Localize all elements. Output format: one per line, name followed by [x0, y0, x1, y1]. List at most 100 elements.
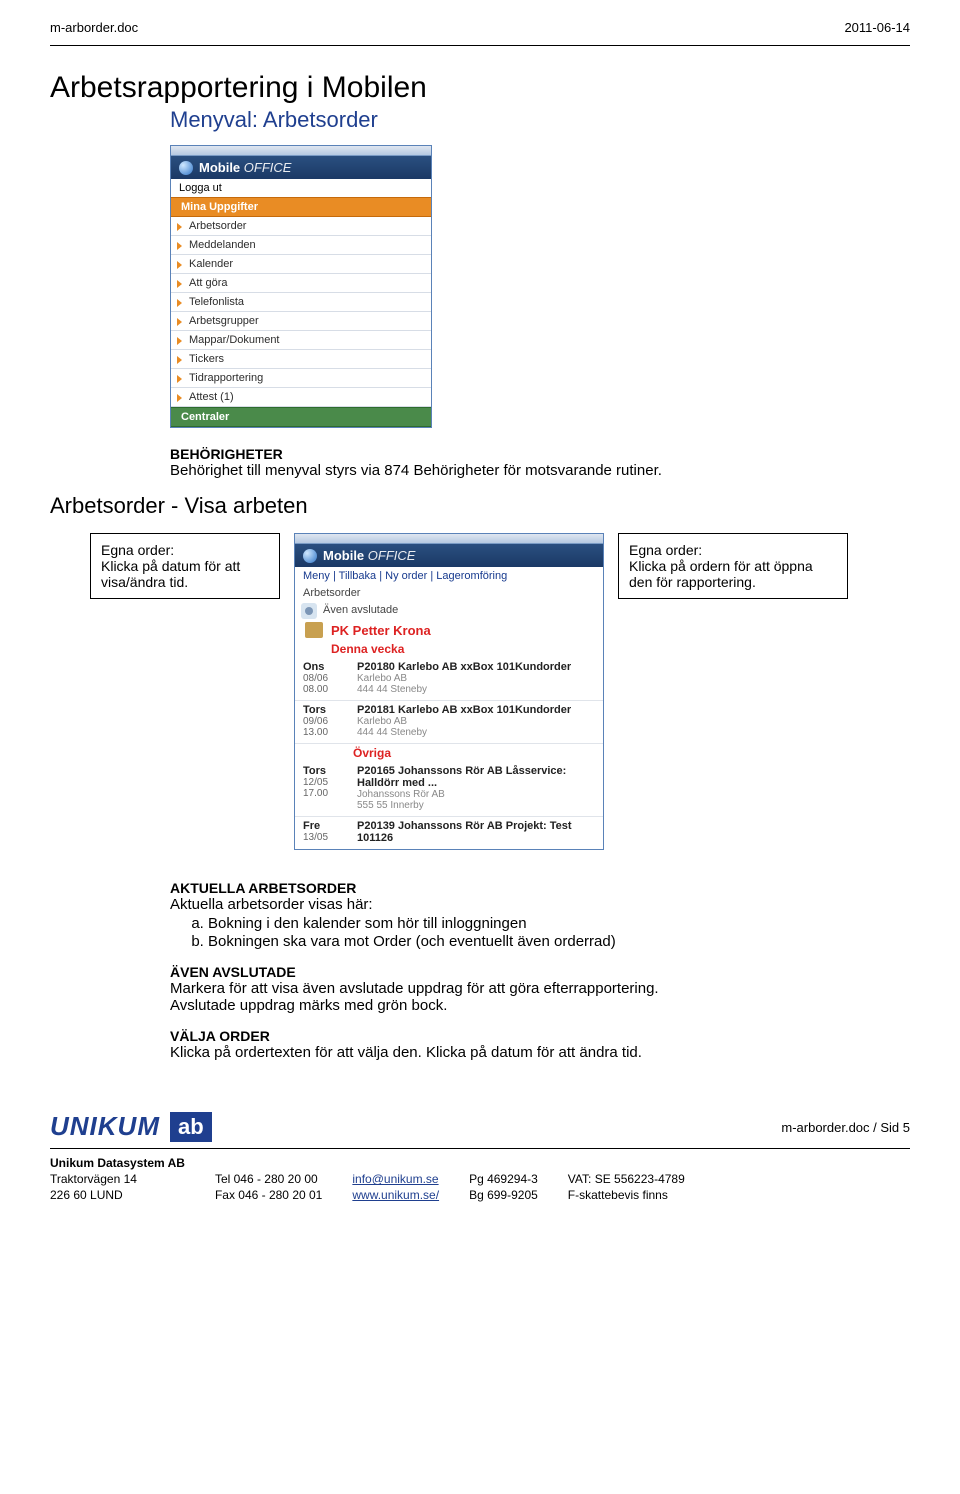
menu-item-mappar[interactable]: Mappar/Dokument	[171, 331, 431, 350]
day: Fre	[303, 820, 320, 832]
logout-link[interactable]: Logga ut	[171, 179, 431, 197]
vat: VAT: SE 556223-4789	[568, 1172, 685, 1186]
date: 08/06	[303, 673, 347, 684]
menu-item-telefonlista[interactable]: Telefonlista	[171, 293, 431, 312]
category-mina-uppgifter: Mina Uppgifter	[171, 197, 431, 217]
line2: 555 55 Innerby	[357, 800, 595, 811]
footer-col-address: Unikum Datasystem AB Traktorvägen 14 226…	[50, 1155, 185, 1204]
behorigheter-text: Behörighet till menyval styrs via 874 Be…	[170, 462, 910, 479]
top-rule	[50, 45, 910, 46]
window-titlebar-2	[295, 534, 603, 544]
company-name: Unikum Datasystem AB	[50, 1156, 185, 1170]
web-link[interactable]: www.unikum.se/	[352, 1188, 439, 1202]
menu-item-tickers[interactable]: Tickers	[171, 350, 431, 369]
callout-left: Egna order: Klicka på datum för att visa…	[90, 533, 280, 599]
app-header-2: Mobile OFFICE	[295, 544, 603, 567]
footer-col-phone: Tel 046 - 280 20 00 Fax 046 - 280 20 01	[215, 1155, 322, 1204]
day: Tors	[303, 704, 326, 716]
title: P20181 Karlebo AB xxBox 101Kundorder	[357, 704, 571, 716]
mobile-office-orders-screenshot: Mobile OFFICE Meny | Tillbaka | Ny order…	[294, 533, 604, 850]
entry-desc[interactable]: P20180 Karlebo AB xxBox 101Kundorder Kar…	[357, 661, 595, 695]
addr2: 226 60 LUND	[50, 1188, 123, 1202]
title: P20139 Johanssons Rör AB Projekt: Test 1…	[357, 820, 572, 844]
entry-date[interactable]: Tors 12/05 17.00	[303, 765, 347, 811]
logo-ab: ab	[170, 1112, 212, 1142]
date: 09/06	[303, 716, 347, 727]
date: 12/05	[303, 777, 347, 788]
footer-col-links: info@unikum.se www.unikum.se/	[352, 1155, 439, 1204]
title: P20180 Karlebo AB xxBox 101Kundorder	[357, 661, 571, 673]
line1: Karlebo AB	[357, 716, 595, 727]
brand: Mobile	[199, 160, 240, 175]
entry-desc[interactable]: P20165 Johanssons Rör AB Låsservice: Hal…	[357, 765, 595, 811]
page-header: m-arborder.doc 2011-06-14	[50, 20, 910, 35]
addr1: Traktorvägen 14	[50, 1172, 137, 1186]
logo-text: UNIKUM	[50, 1111, 160, 1142]
globe-icon	[303, 549, 317, 563]
page-footer: UNIKUM ab m-arborder.doc / Sid 5 Unikum …	[50, 1111, 910, 1204]
page-title: Arbetsrapportering i Mobilen	[50, 71, 910, 105]
callout-right: Egna order: Klicka på ordern för att öpp…	[618, 533, 848, 599]
entry-desc[interactable]: P20139 Johanssons Rör AB Projekt: Test 1…	[357, 820, 595, 844]
breadcrumb[interactable]: Meny | Tillbaka | Ny order | Lageromföri…	[295, 567, 603, 585]
fskatt: F-skattebevis finns	[568, 1188, 668, 1202]
order-entry[interactable]: Tors 09/06 13.00 P20181 Karlebo AB xxBox…	[295, 701, 603, 744]
doc-name: m-arborder.doc	[50, 20, 138, 35]
entry-desc[interactable]: P20181 Karlebo AB xxBox 101Kundorder Kar…	[357, 704, 595, 738]
valja-text: Klicka på ordertexten för att välja den.…	[170, 1044, 910, 1061]
date: 13/05	[303, 832, 347, 843]
aktuella-heading: AKTUELLA ARBETSORDER	[170, 880, 910, 896]
line1: Karlebo AB	[357, 673, 595, 684]
brand-suffix: OFFICE	[368, 548, 416, 563]
order-entry[interactable]: Tors 12/05 17.00 P20165 Johanssons Rör A…	[295, 762, 603, 817]
week-label: Denna vecka	[295, 640, 603, 658]
content-block: AKTUELLA ARBETSORDER Aktuella arbetsorde…	[170, 880, 910, 1061]
callout-row: Egna order: Klicka på datum för att visa…	[90, 533, 910, 850]
footer-col-vat: VAT: SE 556223-4789 F-skattebevis finns	[568, 1155, 685, 1204]
behorigheter-heading: BEHÖRIGHETER	[170, 446, 910, 462]
email-link[interactable]: info@unikum.se	[352, 1172, 438, 1186]
brand: Mobile	[323, 548, 364, 563]
page-subtitle: Menyval: Arbetsorder	[170, 107, 910, 133]
subheader: Arbetsorder	[295, 585, 603, 601]
footer-col-giro: Pg 469294-3 Bg 699-9205	[469, 1155, 538, 1204]
aktuella-b: Bokningen ska vara mot Order (och eventu…	[208, 933, 910, 950]
entry-date[interactable]: Fre 13/05	[303, 820, 347, 844]
ovriga-label: Övriga	[295, 744, 603, 762]
category-centraler: Centraler	[171, 407, 431, 427]
aktuella-a: Bokning i den kalender som hör till inlo…	[208, 915, 910, 932]
time: 17.00	[303, 788, 347, 799]
menu-item-att-gora[interactable]: Att göra	[171, 274, 431, 293]
day: Ons	[303, 661, 324, 673]
day: Tors	[303, 765, 326, 777]
entry-date[interactable]: Tors 09/06 13.00	[303, 704, 347, 738]
fax: Fax 046 - 280 20 01	[215, 1188, 322, 1202]
app-header: Mobile OFFICE	[171, 156, 431, 179]
footer-rule	[50, 1148, 910, 1149]
menu-item-arbetsorder[interactable]: Arbetsorder	[171, 217, 431, 236]
menu-item-arbetsgrupper[interactable]: Arbetsgrupper	[171, 312, 431, 331]
line2: 444 44 Steneby	[357, 684, 595, 695]
page-ref: m-arborder.doc / Sid 5	[781, 1120, 910, 1135]
valja-heading: VÄLJA ORDER	[170, 1028, 910, 1044]
order-entry[interactable]: Ons 08/06 08.00 P20180 Karlebo AB xxBox …	[295, 658, 603, 701]
menu-item-attest[interactable]: Attest (1)	[171, 388, 431, 407]
tab-label: Även avslutade	[323, 604, 398, 616]
tabs[interactable]: Även avslutade	[295, 601, 603, 621]
line1: Johanssons Rör AB	[357, 789, 595, 800]
time: 08.00	[303, 684, 347, 695]
bg: Bg 699-9205	[469, 1188, 538, 1202]
menu-item-meddelanden[interactable]: Meddelanden	[171, 236, 431, 255]
menu-item-kalender[interactable]: Kalender	[171, 255, 431, 274]
section-visa-arbeten: Arbetsorder - Visa arbeten	[50, 493, 910, 519]
brand-suffix: OFFICE	[244, 160, 292, 175]
entry-date[interactable]: Ons 08/06 08.00	[303, 661, 347, 695]
menu-item-tidrapportering[interactable]: Tidrapportering	[171, 369, 431, 388]
pg: Pg 469294-3	[469, 1172, 538, 1186]
globe-icon	[179, 161, 193, 175]
line2: 444 44 Steneby	[357, 727, 595, 738]
resource-name[interactable]: PK Petter Krona	[295, 621, 603, 640]
order-entry[interactable]: Fre 13/05 P20139 Johanssons Rör AB Proje…	[295, 817, 603, 849]
title: P20165 Johanssons Rör AB Låsservice: Hal…	[357, 765, 566, 789]
mobile-office-menu-screenshot: Mobile OFFICE Logga ut Mina Uppgifter Ar…	[170, 145, 432, 428]
